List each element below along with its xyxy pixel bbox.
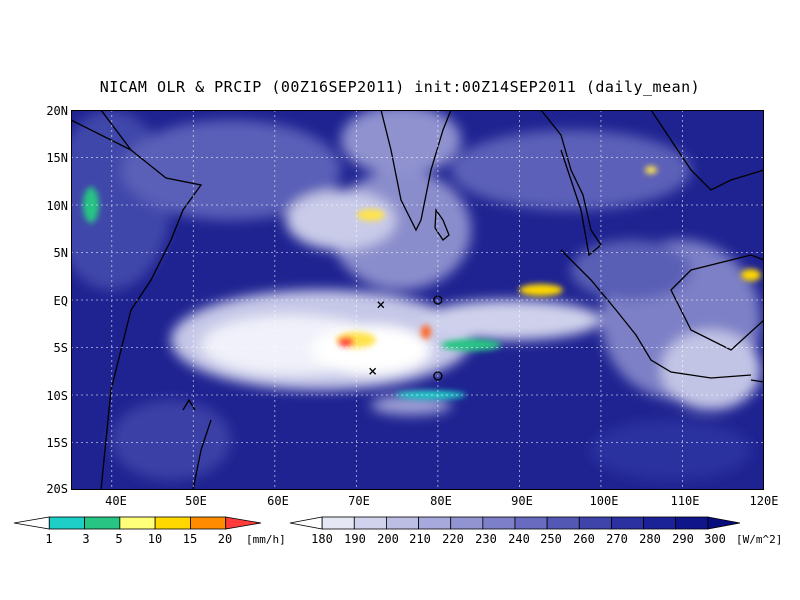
precip-swatch: [190, 516, 227, 530]
olr-colorbar: [289, 516, 741, 530]
precip-swatch: [84, 516, 121, 530]
precip-tick: 10: [147, 532, 163, 546]
olr-swatch: [321, 516, 355, 530]
olr-tick: 260: [573, 532, 595, 546]
olr-tick: 190: [344, 532, 366, 546]
precip-tick: 20: [217, 532, 233, 546]
coast-sri-lanka: [434, 208, 450, 241]
olr-swatch: [514, 516, 548, 530]
lon-label: 70E: [348, 494, 370, 508]
olr-unit: [W/m^2]: [736, 533, 783, 546]
lat-label: 10N: [46, 199, 68, 213]
olr-swatch: [289, 516, 323, 530]
map-frame: [71, 110, 764, 490]
precip-tick: 5: [115, 532, 123, 546]
precip-swatch: [154, 516, 191, 530]
coast-indochina: [540, 110, 602, 257]
precip-colorbar: [13, 516, 262, 530]
coast-sumatra-java: [560, 249, 752, 379]
coast-india: [380, 110, 452, 232]
lon-label: 40E: [105, 494, 127, 508]
olr-tick: 230: [475, 532, 497, 546]
lon-label: 80E: [430, 494, 452, 508]
olr-swatch: [418, 516, 452, 530]
lat-label: 5N: [53, 246, 68, 260]
coast-africa: [71, 119, 203, 490]
olr-tick: 180: [311, 532, 333, 546]
lon-label: 120E: [749, 494, 779, 508]
x-marker: [369, 367, 377, 375]
map-title: NICAM OLR & PRCIP (00Z16SEP2011) init:00…: [99, 78, 701, 96]
olr-swatch: [353, 516, 387, 530]
precip-tick: 15: [182, 532, 198, 546]
olr-swatch: [482, 516, 516, 530]
coastlines: [71, 110, 764, 490]
circle-marker: [433, 371, 443, 381]
olr-tick: 300: [704, 532, 726, 546]
circle-marker: [433, 295, 443, 305]
lat-lon-grid: [71, 110, 764, 490]
olr-swatch: [450, 516, 484, 530]
olr-tick: 220: [442, 532, 464, 546]
olr-tick: 280: [639, 532, 661, 546]
precip-swatch: [48, 516, 85, 530]
precip-tick: 1: [45, 532, 53, 546]
lat-label: 20N: [46, 104, 68, 118]
olr-tick: 200: [377, 532, 399, 546]
lon-label: 60E: [267, 494, 289, 508]
olr-swatch: [386, 516, 419, 530]
olr-cloud-field: [71, 110, 761, 480]
olr-swatch: [611, 516, 644, 530]
lon-label: 100E: [589, 494, 619, 508]
lat-label: 10S: [46, 389, 68, 403]
lat-label: 20S: [46, 482, 68, 496]
lat-label: 15S: [46, 436, 68, 450]
olr-swatch: [643, 516, 677, 530]
x-marker: [377, 301, 385, 309]
precip-swatch: [13, 516, 50, 530]
olr-tick: 240: [508, 532, 530, 546]
olr-swatch: [578, 516, 612, 530]
lon-label: 50E: [185, 494, 207, 508]
precip-swatch: [119, 516, 156, 530]
precip-unit: [mm/h]: [246, 533, 286, 546]
map-panel: [71, 110, 764, 490]
olr-tick: 290: [672, 532, 694, 546]
colorbars: [13, 516, 741, 530]
map-canvas: [71, 110, 764, 490]
marker-layer: [369, 295, 443, 381]
olr-swatch: [675, 516, 709, 530]
precip-swatch: [225, 516, 262, 530]
lat-label: 5S: [53, 341, 68, 355]
precip-tick: 3: [82, 532, 90, 546]
coast-borneo: [670, 254, 764, 351]
olr-swatch: [546, 516, 580, 530]
olr-tick: 270: [606, 532, 628, 546]
olr-tick: 210: [409, 532, 431, 546]
lon-label: 90E: [511, 494, 533, 508]
lon-label: 110E: [670, 494, 700, 508]
olr-tick: 250: [540, 532, 562, 546]
lat-label: 15N: [46, 151, 68, 165]
precip-patches: [83, 166, 761, 399]
olr-swatch: [707, 516, 741, 530]
lat-label: EQ: [53, 294, 68, 308]
coast-madagascar: [192, 419, 212, 490]
